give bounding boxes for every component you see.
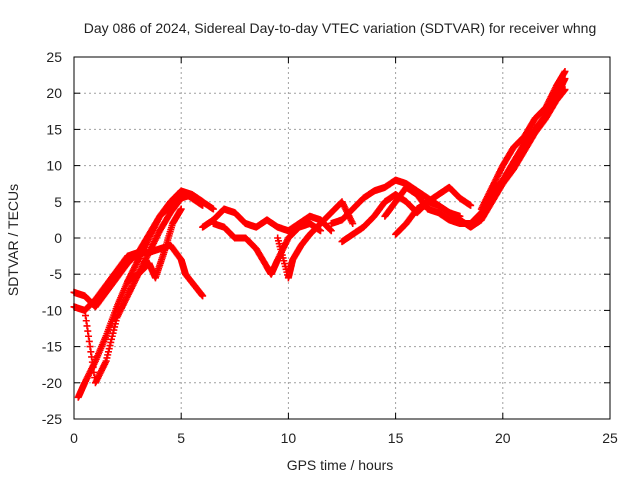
x-tick-label: 10 — [281, 430, 297, 446]
chart-title: Day 086 of 2024, Sidereal Day-to-day VTE… — [84, 20, 597, 36]
x-tick-label: 20 — [495, 430, 511, 446]
data-point — [561, 86, 569, 94]
x-tick-label: 5 — [177, 430, 185, 446]
data-point — [327, 227, 335, 235]
x-tick-label: 25 — [602, 430, 618, 446]
y-tick-label: 15 — [46, 121, 62, 137]
y-tick-label: 5 — [54, 194, 62, 210]
y-tick-label: -10 — [42, 302, 62, 318]
y-tick-label: -15 — [42, 339, 62, 355]
y-axis-ticks: -25 -20 -15 -10 -5 0 5 10 15 20 25 — [42, 49, 610, 427]
y-tick-label: 20 — [46, 85, 62, 101]
plot-frame — [73, 56, 611, 420]
y-tick-label: 10 — [46, 158, 62, 174]
data-point — [199, 198, 207, 206]
x-tick-label: 15 — [388, 430, 404, 446]
data-point — [561, 67, 569, 75]
data-points — [70, 67, 569, 401]
x-axis-ticks: 0 5 10 15 20 25 — [70, 57, 618, 446]
y-tick-label: 0 — [54, 230, 62, 246]
y-tick-label: 25 — [46, 49, 62, 65]
data-point — [177, 205, 185, 213]
data-point — [199, 292, 207, 300]
data-point — [317, 227, 325, 235]
x-axis-label: GPS time / hours — [287, 457, 394, 473]
data-point — [349, 220, 357, 228]
x-tick-label: 0 — [70, 430, 78, 446]
data-point — [209, 205, 217, 213]
data-point — [467, 201, 475, 209]
y-tick-label: -20 — [42, 375, 62, 391]
y-axis-label: SDTVAR / TECUs — [5, 184, 21, 296]
y-tick-label: -5 — [50, 266, 63, 282]
y-tick-label: -25 — [42, 411, 62, 427]
